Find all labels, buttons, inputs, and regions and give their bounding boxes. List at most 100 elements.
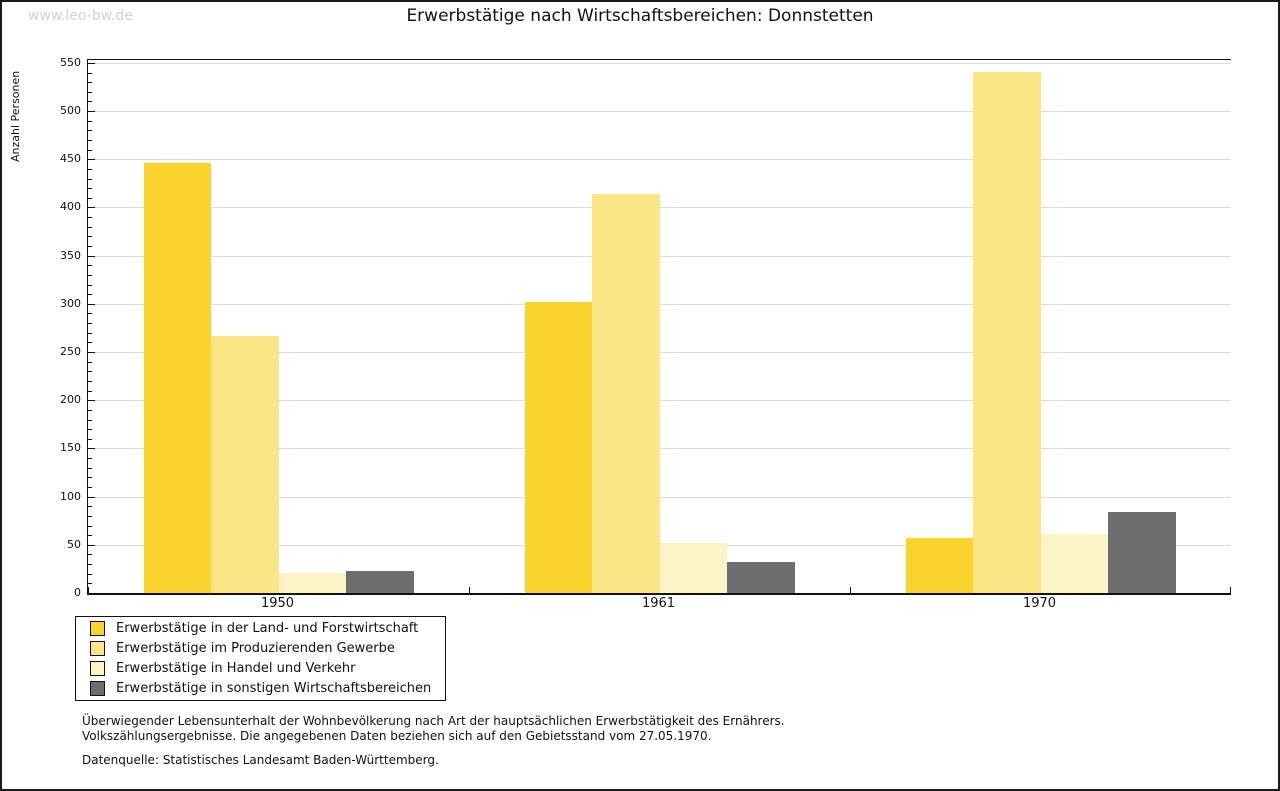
y-minor-tick-130	[88, 467, 92, 469]
y-minor-tick-110	[88, 486, 92, 488]
y-minor-tick-190	[88, 409, 92, 411]
footnote-line-2: Volkszählungsergebnisse. Die angegebenen…	[82, 729, 712, 743]
bar-1950-series-1	[143, 163, 211, 593]
y-minor-tick-230	[88, 371, 92, 373]
y-minor-tick-440	[88, 168, 92, 170]
legend-swatch-icon	[90, 661, 105, 676]
y-minor-tick-270	[88, 332, 92, 334]
y-tick-label-300: 300	[60, 296, 81, 310]
legend-swatch-icon	[90, 641, 105, 656]
y-minor-tick-360	[88, 246, 92, 248]
y-minor-tick-290	[88, 313, 92, 315]
legend-box: Erwerbstätige in der Land- und Forstwirt…	[75, 616, 446, 701]
legend-item-3: Erwerbstätige in Handel und Verkehr	[76, 659, 445, 679]
gridline-400	[88, 207, 1231, 209]
footnote-line-1: Überwiegender Lebensunterhalt der Wohnbe…	[82, 714, 785, 728]
y-axis-label: Anzahl Personen	[9, 70, 22, 162]
y-minor-tick-80	[88, 515, 92, 517]
y-minor-tick-480	[88, 130, 92, 132]
gridline-250	[88, 352, 1231, 354]
y-tick-label-150: 150	[60, 441, 81, 455]
x-boundary-tick-3	[1230, 587, 1231, 593]
plot-area	[87, 59, 1231, 595]
y-major-tick-0	[88, 593, 95, 594]
y-tick-label-100: 100	[60, 489, 81, 503]
y-minor-tick-20	[88, 573, 92, 575]
y-minor-tick-340	[88, 265, 92, 267]
y-major-tick-500	[88, 111, 95, 113]
bar-1950-series-2	[211, 335, 279, 593]
bar-1970-series-4	[1108, 512, 1176, 593]
gridline-450	[88, 159, 1231, 161]
y-major-tick-350	[88, 255, 95, 257]
y-minor-tick-390	[88, 217, 92, 219]
gridline-500	[88, 111, 1231, 113]
y-major-tick-150	[88, 448, 95, 450]
y-minor-tick-10	[88, 583, 92, 585]
gridline-550	[88, 62, 1231, 64]
x-tick-label-1950: 1950	[260, 596, 295, 611]
chart-title: Erwerbstätige nach Wirtschaftsbereichen:…	[406, 6, 874, 26]
y-tick-label-550: 550	[60, 55, 81, 69]
bar-1970-series-3	[1040, 534, 1108, 593]
gridline-300	[88, 303, 1231, 305]
bar-1961-series-2	[592, 193, 660, 593]
legend-label: Erwerbstätige in der Land- und Forstwirt…	[116, 621, 419, 636]
watermark-text: www.leo-bw.de	[28, 8, 133, 24]
y-tick-label-200: 200	[60, 393, 81, 407]
legend-swatch-icon	[90, 621, 105, 636]
gridline-100	[88, 496, 1231, 498]
bar-1950-series-3	[278, 572, 346, 593]
legend-swatch-icon	[90, 681, 105, 696]
y-minor-tick-330	[88, 274, 92, 276]
y-minor-tick-70	[88, 525, 92, 527]
bar-1961-series-1	[524, 301, 592, 593]
y-minor-tick-490	[88, 120, 92, 122]
y-minor-tick-510	[88, 101, 92, 103]
y-minor-tick-280	[88, 323, 92, 325]
y-major-tick-250	[88, 352, 95, 354]
x-tick-label-1961: 1961	[641, 596, 676, 611]
y-minor-tick-410	[88, 197, 92, 199]
legend-item-4: Erwerbstätige in sonstigen Wirtschaftsbe…	[76, 679, 445, 699]
y-minor-tick-420	[88, 188, 92, 190]
y-minor-tick-520	[88, 91, 92, 93]
y-major-tick-50	[88, 544, 95, 546]
y-minor-tick-320	[88, 284, 92, 286]
y-minor-tick-160	[88, 438, 92, 440]
y-tick-label-50: 50	[67, 537, 81, 551]
y-minor-tick-380	[88, 226, 92, 228]
legend-item-2: Erwerbstätige im Produzierenden Gewerbe	[76, 639, 445, 659]
y-tick-label-450: 450	[60, 152, 81, 166]
legend-label: Erwerbstätige im Produzierenden Gewerbe	[116, 641, 395, 656]
y-tick-label-0: 0	[74, 586, 81, 599]
y-minor-tick-220	[88, 380, 92, 382]
y-major-tick-100	[88, 496, 95, 498]
y-minor-tick-540	[88, 72, 92, 74]
bar-1970-series-1	[905, 538, 973, 593]
y-major-tick-450	[88, 159, 95, 161]
y-minor-tick-210	[88, 390, 92, 392]
gridline-150	[88, 448, 1231, 450]
y-major-tick-550	[88, 62, 95, 64]
y-major-tick-400	[88, 207, 95, 209]
gridline-200	[88, 400, 1231, 402]
y-tick-label-350: 350	[60, 248, 81, 262]
y-minor-tick-470	[88, 139, 92, 141]
y-major-tick-200	[88, 400, 95, 402]
y-major-tick-300	[88, 303, 95, 305]
y-minor-tick-530	[88, 82, 92, 84]
y-minor-tick-90	[88, 506, 92, 508]
bar-1961-series-4	[727, 562, 795, 593]
y-tick-label-500: 500	[60, 104, 81, 118]
legend-rows: Erwerbstätige in der Land- und Forstwirt…	[76, 619, 445, 699]
y-minor-tick-260	[88, 342, 92, 344]
y-minor-tick-60	[88, 535, 92, 537]
bar-1950-series-4	[346, 570, 414, 593]
x-boundary-tick-2	[850, 587, 851, 593]
y-minor-tick-170	[88, 429, 92, 431]
y-minor-tick-370	[88, 236, 92, 238]
y-minor-tick-40	[88, 554, 92, 556]
y-minor-tick-120	[88, 477, 92, 479]
